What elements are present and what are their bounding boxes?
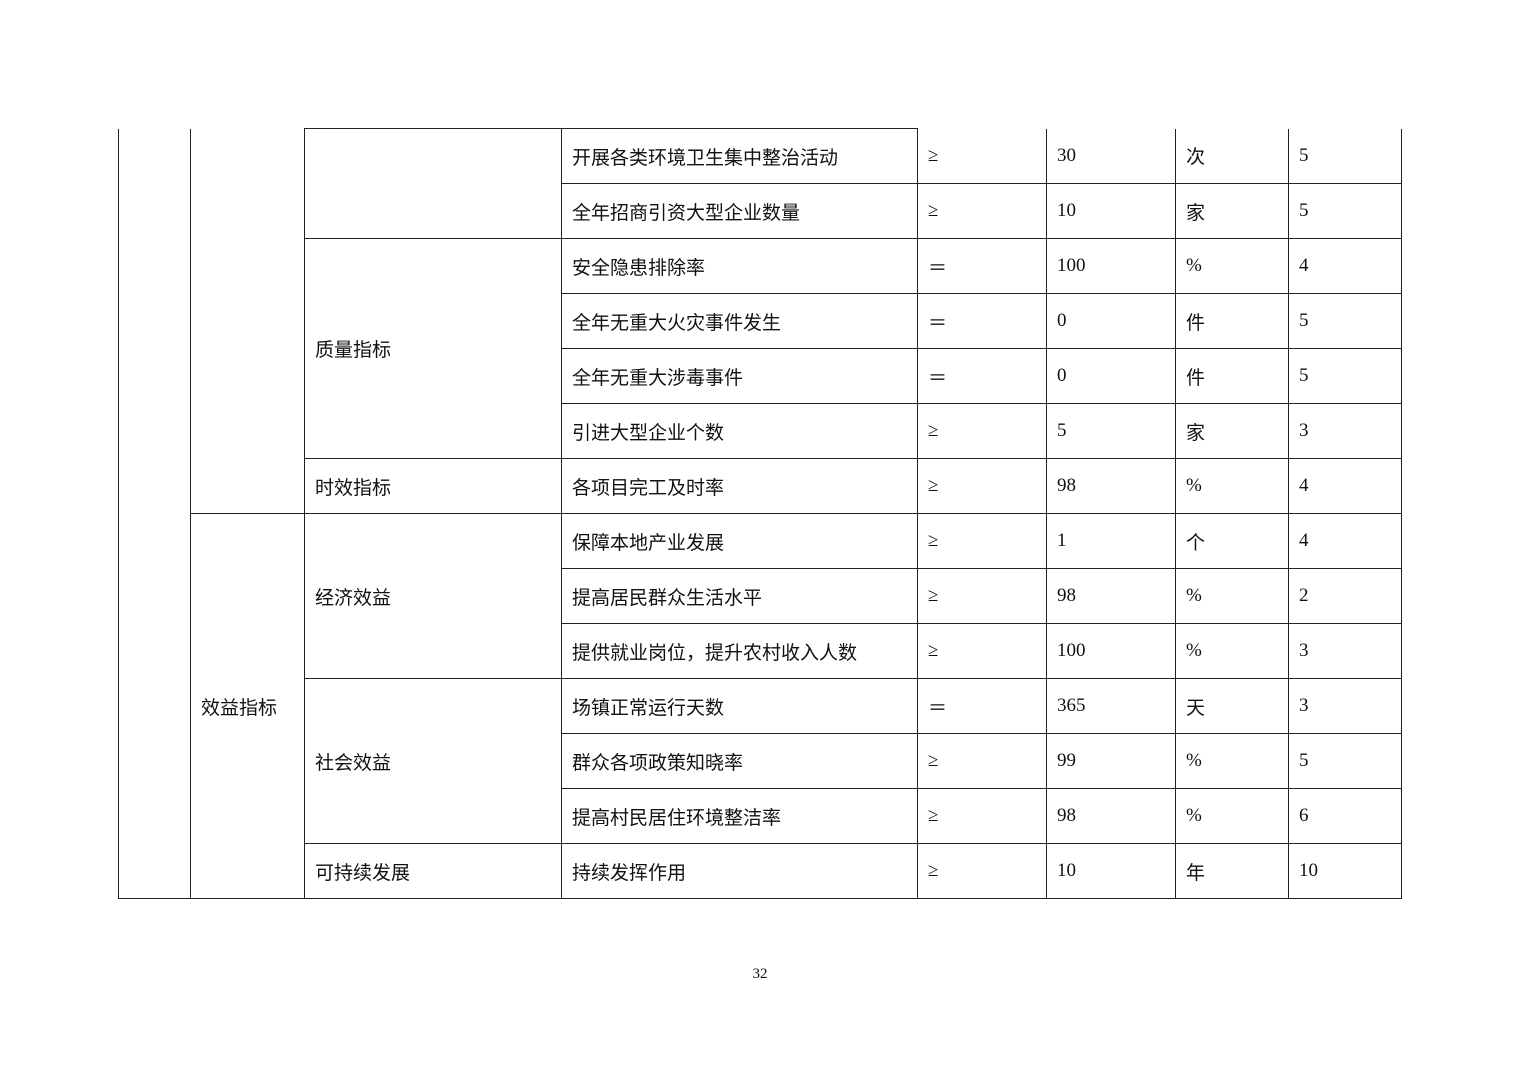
indicator-cell: 提高村民居住环境整洁率 (561, 788, 918, 844)
unit-cell: 个 (1175, 513, 1289, 569)
indicator-cell: 全年无重大涉毒事件 (561, 348, 918, 404)
score-cell: 4 (1288, 458, 1402, 514)
table-row: 开展各类环境卫生集中整治活动 ≥30 次 5 (118, 128, 1402, 899)
target-value-cell: 99 (1046, 733, 1176, 789)
table-row: 社会效益 场镇正常运行天数＝ 365 天 3 (119, 678, 1402, 844)
target-value-cell: 10 (1046, 843, 1176, 899)
category-l3-cell: 社会效益 (304, 678, 562, 844)
unit-cell: % (1175, 238, 1289, 294)
unit-cell: % (1175, 568, 1289, 624)
performance-indicator-table: 开展各类环境卫生集中整治活动 ≥30 次 5 全年招商引资大型企业数量 ≥10 家 5 质量指标… (118, 128, 1402, 899)
table-row: 全年招商引资大型企业数量 ≥10 家 5 (119, 183, 1402, 239)
table-row: 质量指标 安全隐患排除率＝ 100% 4 (119, 238, 1402, 459)
operator-cell: ≥ (917, 843, 1047, 899)
score-cell: 3 (1288, 403, 1402, 459)
table-row: 提高村民居住环境整洁率 ≥98% 6 (119, 788, 1402, 844)
target-value-cell: 0 (1046, 293, 1176, 349)
unit-cell: % (1175, 458, 1289, 514)
target-value-cell: 10 (1046, 183, 1176, 239)
operator-cell: ≥ (917, 403, 1047, 459)
score-cell: 3 (1288, 623, 1402, 679)
indicator-cell: 各项目完工及时率 (561, 458, 918, 514)
unit-cell: % (1175, 623, 1289, 679)
table-row: 全年无重大涉毒事件＝ 0 件 5 (119, 348, 1402, 404)
table-row: 引进大型企业个数 ≥5 家 3 (119, 403, 1402, 459)
score-cell: 5 (1288, 348, 1402, 404)
unit-cell: 天 (1175, 678, 1289, 734)
table-row: 时效指标 各项目完工及时率 ≥98% 4 (119, 458, 1402, 514)
score-cell: 4 (1288, 513, 1402, 569)
indicator-cell: 开展各类环境卫生集中整治活动 (561, 128, 918, 184)
operator-cell: ≥ (917, 788, 1047, 844)
table-row: 全年无重大火灾事件发生＝ 0 件 5 (119, 293, 1402, 349)
unit-cell: 件 (1175, 348, 1289, 404)
indicator-cell: 持续发挥作用 (561, 843, 918, 899)
score-cell: 10 (1288, 843, 1402, 899)
target-value-cell: 30 (1046, 128, 1176, 184)
operator-cell: ≥ (917, 128, 1047, 184)
category-l3-cell: 经济效益 (304, 513, 562, 679)
category-l1-cell (118, 128, 191, 899)
operator-cell: ＝ (917, 238, 1047, 294)
category-l3-cell: 时效指标 (304, 458, 562, 514)
target-value-cell: 98 (1046, 788, 1176, 844)
operator-cell: ＝ (917, 348, 1047, 404)
target-value-cell: 98 (1046, 568, 1176, 624)
category-l2-cell: 效益指标 (190, 513, 305, 899)
category-l2-cell (190, 128, 305, 514)
indicator-cell: 提高居民群众生活水平 (561, 568, 918, 624)
indicator-cell: 全年无重大火灾事件发生 (561, 293, 918, 349)
target-value-cell: 98 (1046, 458, 1176, 514)
target-value-cell: 5 (1046, 403, 1176, 459)
indicator-cell: 全年招商引资大型企业数量 (561, 183, 918, 239)
indicator-cell: 提供就业岗位，提升农村收入人数 (561, 623, 918, 679)
category-l3-cell: 可持续发展 (304, 843, 562, 899)
page-number: 32 (752, 966, 768, 982)
target-value-cell: 365 (1046, 678, 1176, 734)
operator-cell: ≥ (917, 623, 1047, 679)
score-cell: 2 (1288, 568, 1402, 624)
table-row: 提供就业岗位，提升农村收入人数 ≥100% 3 (119, 623, 1402, 679)
indicator-cell: 安全隐患排除率 (561, 238, 918, 294)
operator-cell: ＝ (917, 293, 1047, 349)
score-cell: 3 (1288, 678, 1402, 734)
unit-cell: 家 (1175, 183, 1289, 239)
score-cell: 5 (1288, 128, 1402, 184)
indicator-cell: 群众各项政策知晓率 (561, 733, 918, 789)
unit-cell: 次 (1175, 128, 1289, 184)
target-value-cell: 0 (1046, 348, 1176, 404)
score-cell: 5 (1288, 183, 1402, 239)
indicator-cell: 保障本地产业发展 (561, 513, 918, 569)
indicator-cell: 引进大型企业个数 (561, 403, 918, 459)
score-cell: 5 (1288, 293, 1402, 349)
score-cell: 5 (1288, 733, 1402, 789)
unit-cell: % (1175, 733, 1289, 789)
score-cell: 6 (1288, 788, 1402, 844)
target-value-cell: 100 (1046, 238, 1176, 294)
target-value-cell: 100 (1046, 623, 1176, 679)
operator-cell: ≥ (917, 183, 1047, 239)
indicator-cell: 场镇正常运行天数 (561, 678, 918, 734)
operator-cell: ＝ (917, 678, 1047, 734)
operator-cell: ≥ (917, 458, 1047, 514)
target-value-cell: 1 (1046, 513, 1176, 569)
table-row: 群众各项政策知晓率 ≥99% 5 (119, 733, 1402, 789)
table-row: 效益指标 经济效益 保障本地产业发展 ≥1 个 4 (119, 513, 1402, 899)
operator-cell: ≥ (917, 513, 1047, 569)
unit-cell: % (1175, 788, 1289, 844)
table-row: 可持续发展 持续发挥作用 ≥10 年 10 (119, 843, 1402, 899)
unit-cell: 件 (1175, 293, 1289, 349)
score-cell: 4 (1288, 238, 1402, 294)
operator-cell: ≥ (917, 733, 1047, 789)
category-l3-cell: 质量指标 (304, 238, 562, 459)
unit-cell: 家 (1175, 403, 1289, 459)
category-l3-cell (304, 128, 562, 239)
unit-cell: 年 (1175, 843, 1289, 899)
operator-cell: ≥ (917, 568, 1047, 624)
